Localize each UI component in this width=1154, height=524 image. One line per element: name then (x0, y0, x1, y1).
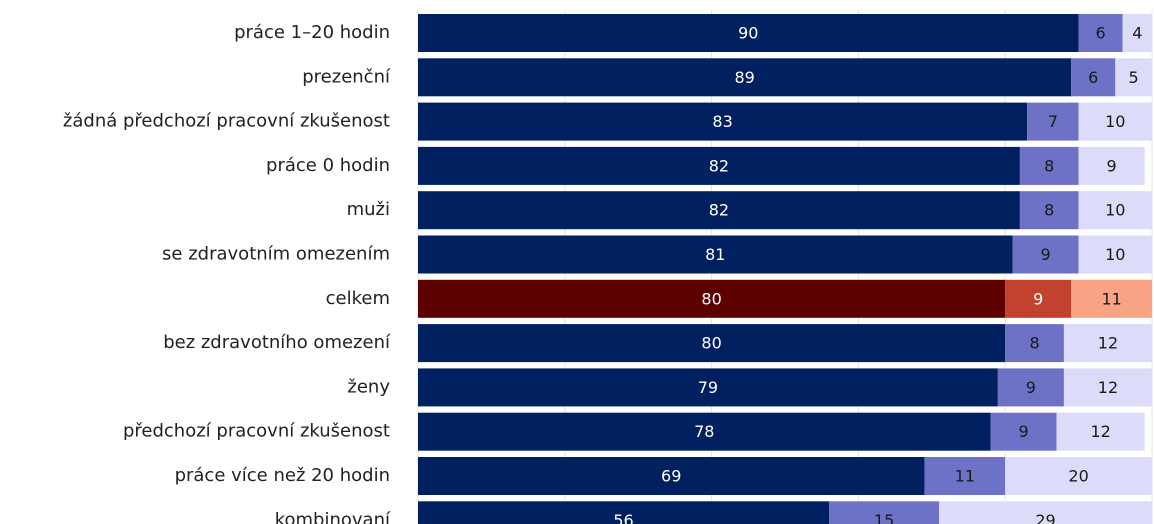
bar-segment (1019, 146, 1079, 185)
category-label: práce 0 hodin (266, 155, 390, 176)
data-label: 82 (709, 201, 729, 220)
bar-segment (1063, 324, 1152, 363)
data-label: 9 (1033, 289, 1043, 308)
data-label: 89 (734, 68, 754, 87)
data-label: 12 (1098, 378, 1118, 397)
data-label: 8 (1029, 334, 1039, 353)
bar-segment (418, 235, 1013, 274)
bar-segment (997, 368, 1064, 407)
bar-segment (418, 457, 925, 495)
data-label: 10 (1105, 245, 1125, 264)
data-label: 81 (705, 245, 725, 264)
data-label: 78 (694, 422, 714, 441)
bar-segment (939, 501, 1152, 524)
bar-segment (1019, 191, 1079, 230)
data-label: 12 (1098, 334, 1118, 353)
data-label: 11 (955, 467, 975, 486)
data-label: 80 (701, 289, 721, 308)
bar-segment (1071, 279, 1152, 318)
data-label: 9 (1018, 422, 1028, 441)
bar-segment (418, 501, 830, 524)
bar-segment (829, 501, 940, 524)
bar-segment (1078, 235, 1152, 274)
data-label: 11 (1101, 289, 1121, 308)
category-label: celkem (326, 288, 390, 309)
data-label: 79 (698, 378, 718, 397)
data-label: 10 (1105, 201, 1125, 220)
data-label: 8 (1044, 156, 1054, 175)
bar-segment (1012, 235, 1079, 274)
category-label: ženy (347, 376, 390, 397)
data-label: 69 (661, 467, 681, 486)
data-label: 10 (1105, 112, 1125, 131)
bar-segment (418, 324, 1006, 363)
bar-segment (1063, 368, 1152, 407)
data-label: 8 (1044, 201, 1054, 220)
category-label: bez zdravotního omezení (163, 332, 391, 353)
data-label: 5 (1129, 68, 1139, 87)
category-label: práce 1–20 hodin (234, 22, 390, 43)
bar-segment (924, 457, 1006, 495)
data-label: 9 (1026, 378, 1036, 397)
data-label: 6 (1096, 24, 1106, 43)
bar-segment (1005, 324, 1064, 363)
data-label: 9 (1107, 156, 1117, 175)
bar-segment (418, 412, 991, 451)
data-label: 90 (738, 24, 758, 43)
data-label: 4 (1132, 24, 1142, 43)
data-label: 80 (701, 334, 721, 353)
data-label: 56 (613, 511, 633, 524)
bar-segment (1122, 14, 1152, 52)
bar-segment (1005, 457, 1152, 495)
bar-segment (1078, 14, 1123, 52)
data-label: 9 (1040, 245, 1050, 264)
data-label: 7 (1048, 112, 1058, 131)
data-label: 15 (874, 511, 894, 524)
category-label: předchozí pracovní zkušenost (123, 421, 390, 442)
bar-segment (418, 191, 1020, 230)
bar-segment (1078, 102, 1152, 141)
bar-segment (1056, 412, 1145, 451)
category-label: muži (347, 199, 390, 220)
bar-segment (1005, 279, 1072, 318)
data-label: 29 (1035, 511, 1055, 524)
data-label: 20 (1068, 467, 1088, 486)
bar-segment (418, 279, 1006, 318)
bar-segment (1078, 146, 1145, 185)
bar-segment (418, 146, 1020, 185)
data-label: 6 (1088, 68, 1098, 87)
data-label: 12 (1090, 422, 1110, 441)
bar-segment (1078, 191, 1152, 230)
category-label: se zdravotním omezením (162, 244, 390, 265)
bar-segment (418, 368, 998, 407)
category-label: prezenční (302, 66, 391, 87)
category-label: práce více než 20 hodin (175, 465, 390, 486)
bar-segment (418, 14, 1079, 52)
bar-segment (1027, 102, 1079, 141)
bar-segment (990, 412, 1057, 451)
bar-segment (1115, 58, 1152, 97)
category-label: kombinovaní (275, 509, 391, 524)
data-label: 82 (709, 156, 729, 175)
data-label: 83 (712, 112, 732, 131)
bar-segment (1071, 58, 1116, 97)
bar-segment (418, 102, 1028, 141)
category-label: žádná předchozí pracovní zkušenost (63, 111, 390, 132)
bar-segment (418, 58, 1072, 97)
